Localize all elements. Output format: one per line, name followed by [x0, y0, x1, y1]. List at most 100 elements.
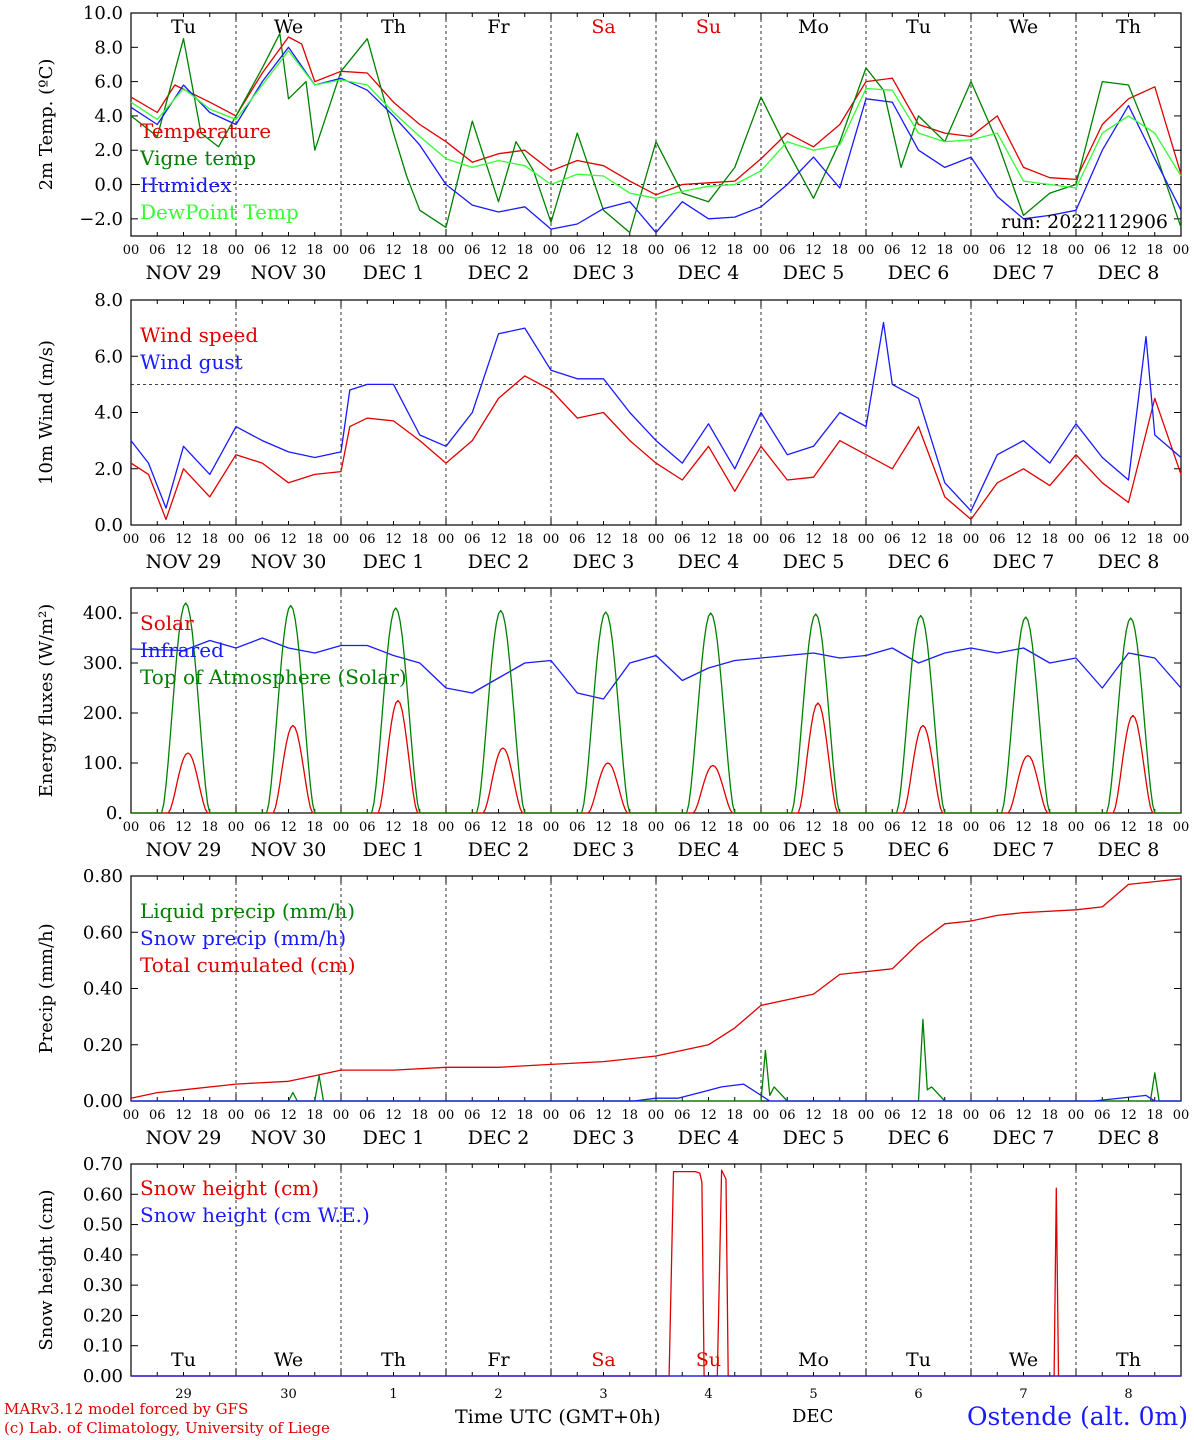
day-label: DEC 5 [783, 551, 845, 573]
hour-tick-label: 00 [123, 243, 140, 258]
hour-tick-label: 18 [831, 1108, 848, 1123]
legend-entry: Wind speed [140, 323, 258, 347]
y-axis-label: Energy fluxes (W/m²) [36, 604, 57, 798]
hour-tick-label: 18 [936, 532, 953, 547]
day-label: DEC 7 [993, 262, 1055, 284]
y-tick-label: 0.50 [83, 1215, 123, 1236]
hour-tick-label: 06 [149, 1108, 166, 1123]
hour-tick-label: 12 [910, 820, 927, 835]
y-tick-label: 0.60 [83, 922, 123, 943]
hour-tick-label: 06 [149, 243, 166, 258]
weekday-label: Th [381, 1349, 406, 1371]
panel-2: 00 06 12 18 00 06 12 18 00 06 12 18 00 06 12 18 00 06 12 18… [36, 290, 1189, 573]
day-label: DEC 4 [678, 262, 740, 284]
hour-tick-label: 00 [1173, 243, 1190, 258]
day-number-label: 1 [389, 1387, 397, 1402]
hour-tick-label: 12 [910, 243, 927, 258]
hour-tick-label: 18 [1146, 820, 1163, 835]
hour-tick-label: 06 [254, 532, 271, 547]
hour-tick-label: 00 [753, 1108, 770, 1123]
hour-tick-label: 12 [1120, 1108, 1137, 1123]
hour-tick-label: 18 [516, 820, 533, 835]
panel-3: 00 06 12 18 00 06 12 18 00 06 12 18 00 06 12 18 00 06 12 18… [36, 587, 1189, 861]
y-tick-label: 0. [106, 803, 123, 824]
hour-tick-label: 00 [648, 532, 665, 547]
hour-tick-label: 18 [621, 1108, 638, 1123]
hour-tick-label: 06 [884, 532, 901, 547]
day-label: NOV 30 [251, 262, 327, 284]
hour-tick-label: 18 [831, 820, 848, 835]
hour-tick-label: 00 [333, 532, 350, 547]
y-axis-label: Snow height (cm) [36, 1189, 57, 1350]
hour-tick-label: 12 [1120, 243, 1137, 258]
hour-tick-label: 06 [569, 820, 586, 835]
x-axis-title: Time UTC (GMT+0h) [455, 1406, 661, 1428]
hour-tick-label: 12 [1015, 1108, 1032, 1123]
hour-tick-label: 00 [543, 820, 560, 835]
hour-tick-label: 12 [175, 1108, 192, 1123]
hour-tick-label: 06 [149, 532, 166, 547]
hour-tick-label: 12 [1015, 532, 1032, 547]
hour-tick-label: 06 [674, 1108, 691, 1123]
hour-tick-label: 00 [543, 532, 560, 547]
y-tick-label: 0.30 [83, 1275, 123, 1296]
hour-tick-label: 06 [464, 1108, 481, 1123]
series-line [131, 602, 1181, 814]
hour-tick-label: 18 [936, 243, 953, 258]
hour-tick-label: 12 [385, 820, 402, 835]
hour-tick-label: 12 [1120, 532, 1137, 547]
hour-tick-label: 06 [254, 243, 271, 258]
hour-tick-label: 06 [149, 820, 166, 835]
hour-tick-label: 00 [1173, 532, 1190, 547]
hour-tick-label: 00 [963, 1108, 980, 1123]
hour-tick-label: 00 [438, 243, 455, 258]
hour-tick-label: 18 [1041, 1108, 1058, 1123]
day-label: DEC 1 [363, 1127, 425, 1149]
day-label: DEC 3 [573, 262, 635, 284]
hour-tick-label: 18 [411, 243, 428, 258]
series-line [130, 321, 1182, 512]
day-label: DEC 6 [888, 1127, 950, 1149]
day-label: DEC 2 [468, 1127, 530, 1149]
hour-tick-label: 18 [726, 532, 743, 547]
hour-tick-label: 00 [753, 820, 770, 835]
hour-tick-label: 06 [884, 1108, 901, 1123]
hour-tick-label: 00 [753, 243, 770, 258]
hour-tick-label: 12 [595, 243, 612, 258]
day-label: DEC 8 [1098, 262, 1160, 284]
y-tick-label: 0.00 [83, 1366, 123, 1387]
hour-tick-label: 00 [1068, 532, 1085, 547]
day-label: DEC 7 [993, 1127, 1055, 1149]
legend-entry: Temperature [140, 119, 271, 143]
hour-tick-label: 12 [385, 243, 402, 258]
hour-tick-label: 06 [359, 820, 376, 835]
plot-frame [130, 299, 1182, 526]
hour-tick-label: 00 [648, 1108, 665, 1123]
hour-tick-label: 12 [1120, 820, 1137, 835]
hour-tick-label: 00 [753, 532, 770, 547]
weekday-label: Th [1116, 1349, 1141, 1371]
day-number-label: 29 [175, 1387, 192, 1402]
hour-tick-label: 00 [123, 532, 140, 547]
hour-tick-label: 18 [411, 532, 428, 547]
day-number-label: 8 [1124, 1387, 1132, 1402]
y-tick-label: 6.0 [94, 346, 123, 367]
day-label: DEC 1 [363, 262, 425, 284]
hour-tick-label: 00 [543, 1108, 560, 1123]
hour-tick-label: 00 [1068, 1108, 1085, 1123]
hour-tick-label: 12 [700, 532, 717, 547]
day-number-label: 5 [809, 1387, 817, 1402]
day-label: DEC 5 [783, 262, 845, 284]
day-label: DEC 3 [573, 839, 635, 861]
weekday-label: Tu [906, 1349, 931, 1371]
hour-tick-label: 06 [1094, 532, 1111, 547]
hour-tick-label: 00 [333, 820, 350, 835]
hour-tick-label: 12 [1015, 243, 1032, 258]
hour-tick-label: 06 [674, 532, 691, 547]
day-label: DEC 2 [468, 839, 530, 861]
hour-tick-label: 18 [726, 820, 743, 835]
hour-tick-label: 12 [910, 532, 927, 547]
weekday-label: Tu [171, 16, 196, 38]
hour-tick-label: 12 [595, 532, 612, 547]
weekday-label: Su [696, 16, 721, 38]
